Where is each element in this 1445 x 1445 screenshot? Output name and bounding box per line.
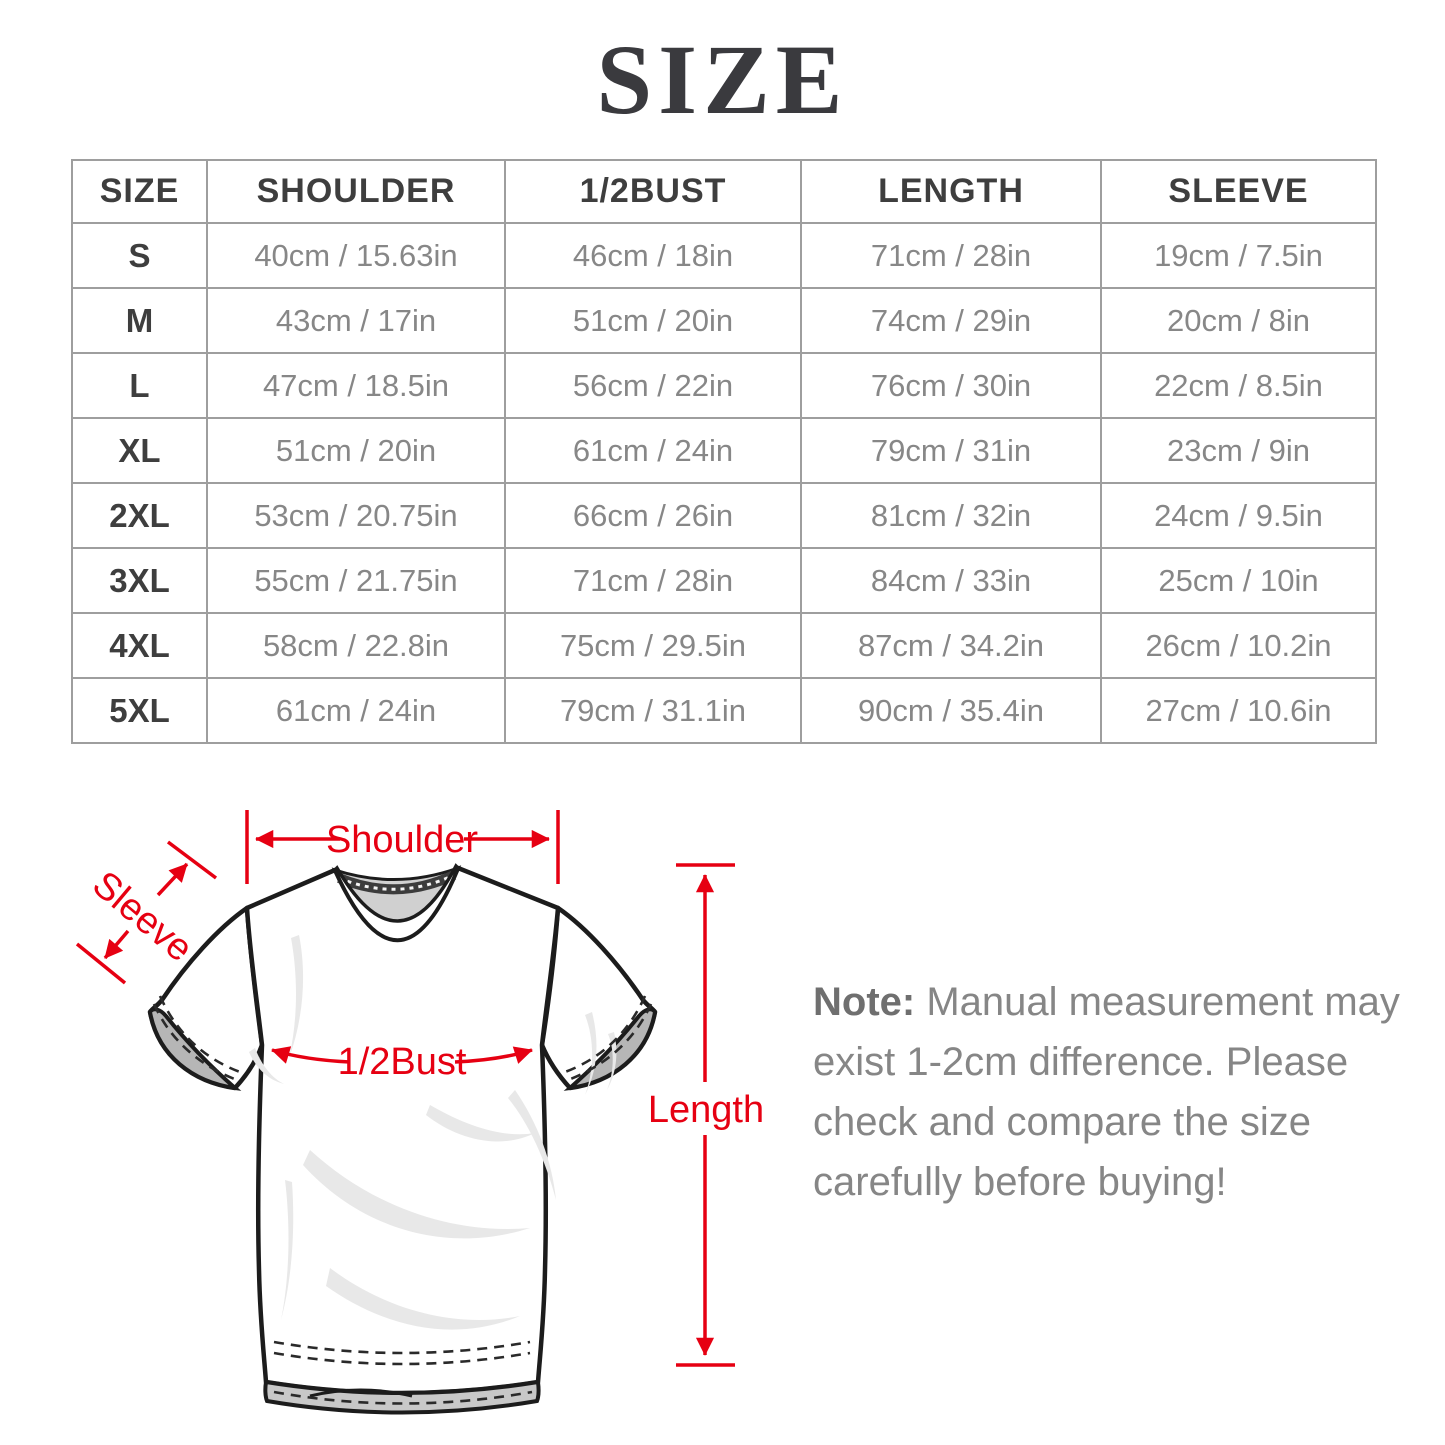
size-label-cell: 2XL xyxy=(71,482,208,549)
measurement-cell: 58cm / 22.8in xyxy=(206,612,506,679)
measurement-cell: 53cm / 20.75in xyxy=(206,482,506,549)
size-label-cell: XL xyxy=(71,417,208,484)
note-text: Note: Manual measurement may exist 1-2cm… xyxy=(813,972,1413,1212)
measurement-cell: 71cm / 28in xyxy=(800,222,1102,289)
half-bust-label: 1/2Bust xyxy=(338,1041,467,1083)
page-title: SIZE xyxy=(596,24,849,135)
measurement-cell: 56cm / 22in xyxy=(504,352,802,419)
measurement-cell: 61cm / 24in xyxy=(206,677,506,744)
shoulder-measure: Shoulder xyxy=(245,810,560,884)
size-row: 2XL 53cm / 20.75in 66cm / 26in 81cm / 32in 2… xyxy=(71,482,1377,549)
measurement-cell: 24cm / 9.5in xyxy=(1100,482,1377,549)
length-label: Length xyxy=(648,1089,764,1131)
measurement-cell: 75cm / 29.5in xyxy=(504,612,802,679)
collar xyxy=(331,863,462,942)
size-label-cell: 3XL xyxy=(71,547,208,614)
column-header: LENGTH xyxy=(800,159,1102,224)
measurement-cell: 76cm / 30in xyxy=(800,352,1102,419)
column-header: SHOULDER xyxy=(206,159,506,224)
measurement-cell: 43cm / 17in xyxy=(206,287,506,354)
size-row: 3XL 55cm / 21.75in 71cm / 28in 84cm / 33in 2… xyxy=(71,547,1377,614)
column-header: SIZE xyxy=(71,159,208,224)
measurement-cell: 79cm / 31in xyxy=(800,417,1102,484)
measurement-cell: 22cm / 8.5in xyxy=(1100,352,1377,419)
measurement-cell: 66cm / 26in xyxy=(504,482,802,549)
sleeve-label: Sleeve xyxy=(84,863,200,970)
measurement-cell: 79cm / 31.1in xyxy=(504,677,802,744)
measurement-cell: 46cm / 18in xyxy=(504,222,802,289)
size-row: 4XL 58cm / 22.8in 75cm / 29.5in 87cm / 34.2… xyxy=(71,612,1377,679)
measurement-cell: 90cm / 35.4in xyxy=(800,677,1102,744)
length-measure: Length xyxy=(648,863,764,1367)
measurement-cell: 87cm / 34.2in xyxy=(800,612,1102,679)
measurement-cell: 51cm / 20in xyxy=(504,287,802,354)
size-label-cell: 4XL xyxy=(71,612,208,679)
measurement-cell: 26cm / 10.2in xyxy=(1100,612,1377,679)
measurement-cell: 20cm / 8in xyxy=(1100,287,1377,354)
size-row: M 43cm / 17in 51cm / 20in 74cm / 29in 20cm /… xyxy=(71,287,1377,354)
measurement-cell: 25cm / 10in xyxy=(1100,547,1377,614)
measurement-cell: 84cm / 33in xyxy=(800,547,1102,614)
size-row: L 47cm / 18.5in 56cm / 22in 76cm / 30in 22cm… xyxy=(71,352,1377,419)
measurement-cell: 47cm / 18.5in xyxy=(206,352,506,419)
collar-rim xyxy=(332,863,461,942)
note-prefix: Note: xyxy=(813,980,916,1024)
size-label-cell: M xyxy=(71,287,208,354)
note-line: carefully before buying! xyxy=(813,1160,1227,1204)
measurement-cell: 55cm / 21.75in xyxy=(206,547,506,614)
note-line: exist 1-2cm difference. Please xyxy=(813,1040,1349,1084)
measurement-cell: 27cm / 10.6in xyxy=(1100,677,1377,744)
size-label-cell: 5XL xyxy=(71,677,208,744)
measurement-cell: 74cm / 29in xyxy=(800,287,1102,354)
half-bust-measure: 1/2Bust xyxy=(271,1041,533,1083)
note-line: check and compare the size xyxy=(813,1100,1312,1144)
measurement-cell: 23cm / 9in xyxy=(1100,417,1377,484)
note-line: Note: Manual measurement may xyxy=(813,972,1413,1032)
measurement-cell: 51cm / 20in xyxy=(206,417,506,484)
column-header: 1/2BUST xyxy=(504,159,802,224)
hem xyxy=(263,1340,541,1415)
table-header-row: SIZE SHOULDER 1/2BUST LENGTH SLEEVE xyxy=(71,159,1377,224)
fabric-wrinkles xyxy=(249,935,617,1330)
measurement-cell: 71cm / 28in xyxy=(504,547,802,614)
collar-rib-band xyxy=(337,870,457,895)
measurement-cell: 19cm / 7.5in xyxy=(1100,222,1377,289)
column-header: SLEEVE xyxy=(1100,159,1377,224)
size-row: 5XL 61cm / 24in 79cm / 31.1in 90cm / 35.4in… xyxy=(71,677,1377,744)
shoulder-label: Shoulder xyxy=(326,819,478,861)
size-label-cell: L xyxy=(71,352,208,419)
note-line-text: Manual measurement may xyxy=(926,980,1400,1024)
measurement-cell: 40cm / 15.63in xyxy=(206,222,506,289)
measurement-cell: 61cm / 24in xyxy=(504,417,802,484)
size-label-cell: S xyxy=(71,222,208,289)
size-row: S 40cm / 15.63in 46cm / 18in 71cm / 28in 19c… xyxy=(71,222,1377,289)
size-chart-table: SIZE SHOULDER 1/2BUST LENGTH SLEEVE S 40cm / … xyxy=(71,159,1377,744)
tshirt-illustration xyxy=(147,863,658,1415)
measurement-cell: 81cm / 32in xyxy=(800,482,1102,549)
size-row: XL 51cm / 20in 61cm / 24in 79cm / 31in 23cm … xyxy=(71,417,1377,484)
cuff-stitching xyxy=(152,995,653,1082)
